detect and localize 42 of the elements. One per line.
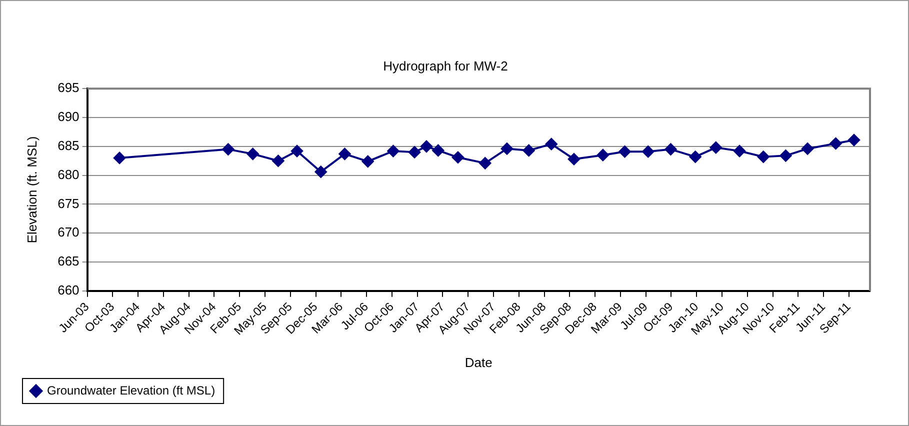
y-tick-label: 680: [58, 166, 80, 182]
point: [642, 146, 654, 158]
y-tick-label: 660: [58, 282, 80, 298]
y-tick-label: 665: [58, 254, 80, 269]
legend-label: Groundwater Elevation (ft MSL): [47, 383, 216, 398]
point: [802, 142, 814, 155]
point: [408, 146, 421, 158]
point: [545, 138, 558, 150]
y-axis-title: Elevation (ft. MSL): [24, 136, 40, 244]
y-tick-label: 690: [58, 109, 80, 124]
point: [848, 134, 860, 146]
point: [618, 146, 631, 158]
point: [420, 140, 432, 152]
point: [290, 145, 303, 158]
point: [734, 145, 746, 158]
point: [757, 150, 770, 163]
point: [710, 142, 722, 154]
point: [664, 143, 677, 156]
point: [780, 150, 792, 162]
point: [362, 155, 374, 168]
point: [452, 151, 464, 164]
point: [568, 153, 580, 166]
point: [114, 152, 126, 164]
point: [314, 166, 327, 178]
point: [830, 138, 842, 150]
point: [272, 154, 284, 167]
point: [338, 148, 351, 160]
point: [479, 157, 492, 170]
point: [387, 145, 400, 158]
x-axis-title: Date: [464, 354, 492, 370]
point: [500, 142, 513, 155]
chart-title: Hydrograph for MW-2: [383, 58, 508, 74]
point: [522, 144, 535, 156]
point: [246, 148, 259, 160]
point: [689, 150, 702, 163]
point: [596, 149, 609, 162]
point: [222, 143, 234, 156]
y-tick-label: 675: [58, 196, 80, 211]
y-tick-label: 695: [58, 80, 80, 96]
y-tick-label: 685: [58, 138, 80, 153]
y-tick-label: 670: [58, 224, 80, 240]
point: [432, 144, 444, 156]
